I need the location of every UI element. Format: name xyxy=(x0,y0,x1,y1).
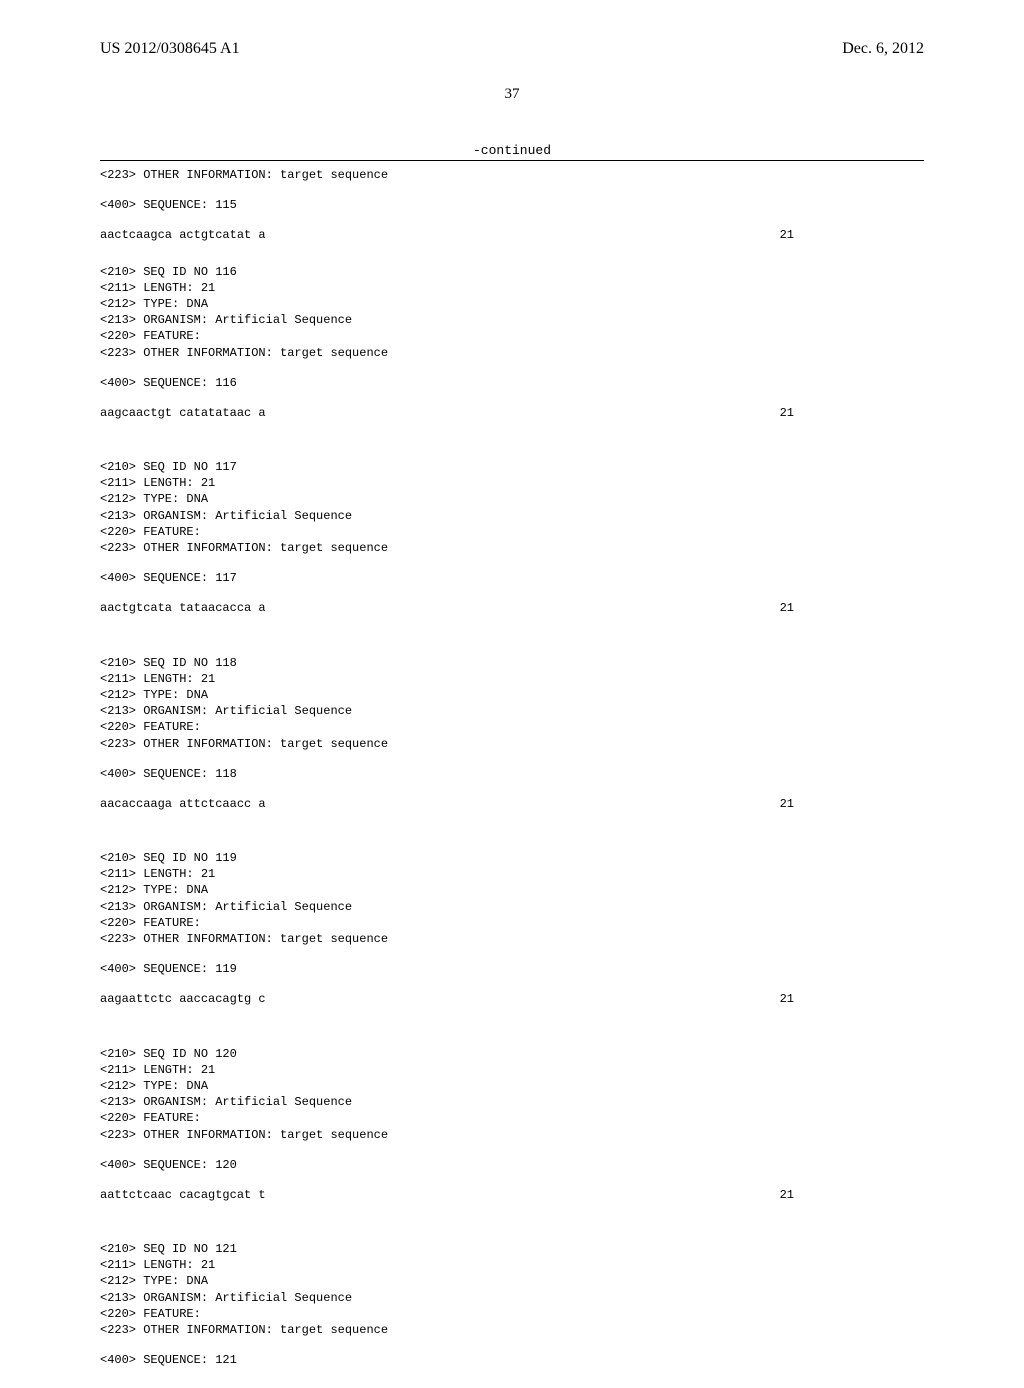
sequence-length: 21 xyxy=(780,600,924,616)
seq-meta-line: <213> ORGANISM: Artificial Sequence xyxy=(100,703,924,719)
sequence-row: aactgtcata tataacacca a 21 xyxy=(100,600,924,616)
seq-400-header: <400> SEQUENCE: 116 xyxy=(100,375,924,391)
seq-meta-line: <213> ORGANISM: Artificial Sequence xyxy=(100,1094,924,1110)
sequence-row: aagaattctc aaccacagtg c 21 xyxy=(100,991,924,1007)
seq-400-header: <400> SEQUENCE: 117 xyxy=(100,570,924,586)
sequence-length: 21 xyxy=(780,227,924,243)
seq-meta-line: <213> ORGANISM: Artificial Sequence xyxy=(100,899,924,915)
sequence-text: aagaattctc aaccacagtg c xyxy=(100,991,266,1007)
sequence-row: aacaccaaga attctcaacc a 21 xyxy=(100,796,924,812)
sequence-length: 21 xyxy=(780,1187,924,1203)
seq-meta-line: <223> OTHER INFORMATION: target sequence xyxy=(100,1322,924,1338)
seq-400-header: <400> SEQUENCE: 119 xyxy=(100,961,924,977)
seq-meta-line: <210> SEQ ID NO 118 xyxy=(100,655,924,671)
seq-meta-line: <210> SEQ ID NO 117 xyxy=(100,459,924,475)
patent-page: US 2012/0308645 A1 Dec. 6, 2012 37 -cont… xyxy=(0,0,1024,1320)
seq-meta-line: <212> TYPE: DNA xyxy=(100,1273,924,1289)
sequence-text: aagcaactgt catatataac a xyxy=(100,405,266,421)
seq-meta-line: <212> TYPE: DNA xyxy=(100,1078,924,1094)
seq-meta-line: <223> OTHER INFORMATION: target sequence xyxy=(100,931,924,947)
page-number: 37 xyxy=(100,86,924,103)
seq-trailing-header: <400> SEQUENCE: 115 xyxy=(100,197,924,213)
sequence-text: aattctcaac cacagtgcat t xyxy=(100,1187,266,1203)
seq-meta-line: <210> SEQ ID NO 121 xyxy=(100,1241,924,1257)
seq-meta-line: <210> SEQ ID NO 120 xyxy=(100,1046,924,1062)
publication-date: Dec. 6, 2012 xyxy=(842,40,924,58)
sequence-length: 21 xyxy=(780,405,924,421)
seq-meta-line: <212> TYPE: DNA xyxy=(100,491,924,507)
seq-meta-line: <220> FEATURE: xyxy=(100,524,924,540)
page-header: US 2012/0308645 A1 Dec. 6, 2012 xyxy=(100,40,924,58)
seq-meta-line: <223> OTHER INFORMATION: target sequence xyxy=(100,345,924,361)
seq-meta-line: <220> FEATURE: xyxy=(100,328,924,344)
sequence-block: <210> SEQ ID NO 121<211> LENGTH: 21<212>… xyxy=(100,1241,924,1388)
seq-meta-line: <210> SEQ ID NO 119 xyxy=(100,850,924,866)
seq-trailing-info: <223> OTHER INFORMATION: target sequence xyxy=(100,167,924,183)
seq-meta-line: <223> OTHER INFORMATION: target sequence xyxy=(100,736,924,752)
seq-meta-line: <220> FEATURE: xyxy=(100,1110,924,1126)
sequence-length: 21 xyxy=(780,796,924,812)
seq-meta-line: <212> TYPE: DNA xyxy=(100,882,924,898)
seq-meta-line: <220> FEATURE: xyxy=(100,915,924,931)
seq-400-header: <400> SEQUENCE: 118 xyxy=(100,766,924,782)
seq-meta-line: <223> OTHER INFORMATION: target sequence xyxy=(100,540,924,556)
sequence-block: <210> SEQ ID NO 117<211> LENGTH: 21<212>… xyxy=(100,459,924,637)
sequence-text: aactcaagca actgtcatat a xyxy=(100,227,266,243)
seq-meta-line: <211> LENGTH: 21 xyxy=(100,1062,924,1078)
seq-meta-line: <211> LENGTH: 21 xyxy=(100,475,924,491)
seq-meta-line: <223> OTHER INFORMATION: target sequence xyxy=(100,1127,924,1143)
sequence-row: aagcaactgt catatataac a 21 xyxy=(100,405,924,421)
seq-meta-line: <211> LENGTH: 21 xyxy=(100,866,924,882)
sequence-length: 21 xyxy=(780,991,924,1007)
seq-meta-line: <220> FEATURE: xyxy=(100,719,924,735)
seq-400-header: <400> SEQUENCE: 120 xyxy=(100,1157,924,1173)
seq-meta-line: <212> TYPE: DNA xyxy=(100,296,924,312)
sequence-block: <210> SEQ ID NO 116<211> LENGTH: 21<212>… xyxy=(100,264,924,442)
seq-400-header: <400> SEQUENCE: 121 xyxy=(100,1352,924,1368)
seq-meta-line: <213> ORGANISM: Artificial Sequence xyxy=(100,508,924,524)
sequence-block: <210> SEQ ID NO 118<211> LENGTH: 21<212>… xyxy=(100,655,924,833)
sequence-blocks: <210> SEQ ID NO 116<211> LENGTH: 21<212>… xyxy=(100,264,924,1388)
sequence-row: aattctcaac cacagtgcat t 21 xyxy=(100,1187,924,1203)
seq-meta-line: <211> LENGTH: 21 xyxy=(100,671,924,687)
publication-number: US 2012/0308645 A1 xyxy=(100,40,240,58)
seq-meta-line: <212> TYPE: DNA xyxy=(100,687,924,703)
seq-meta-line: <213> ORGANISM: Artificial Sequence xyxy=(100,312,924,328)
continued-label: -continued xyxy=(100,143,924,158)
divider xyxy=(100,160,924,161)
sequence-block: <210> SEQ ID NO 119<211> LENGTH: 21<212>… xyxy=(100,850,924,1028)
seq-meta-line: <213> ORGANISM: Artificial Sequence xyxy=(100,1290,924,1306)
seq-meta-line: <211> LENGTH: 21 xyxy=(100,280,924,296)
seq-meta-line: <211> LENGTH: 21 xyxy=(100,1257,924,1273)
sequence-text: aacaccaaga attctcaacc a xyxy=(100,796,266,812)
sequence-block: <210> SEQ ID NO 120<211> LENGTH: 21<212>… xyxy=(100,1046,924,1224)
sequence-text: aactgtcata tataacacca a xyxy=(100,600,266,616)
seq-meta-line: <210> SEQ ID NO 116 xyxy=(100,264,924,280)
sequence-row: aactcaagca actgtcatat a 21 xyxy=(100,227,924,243)
